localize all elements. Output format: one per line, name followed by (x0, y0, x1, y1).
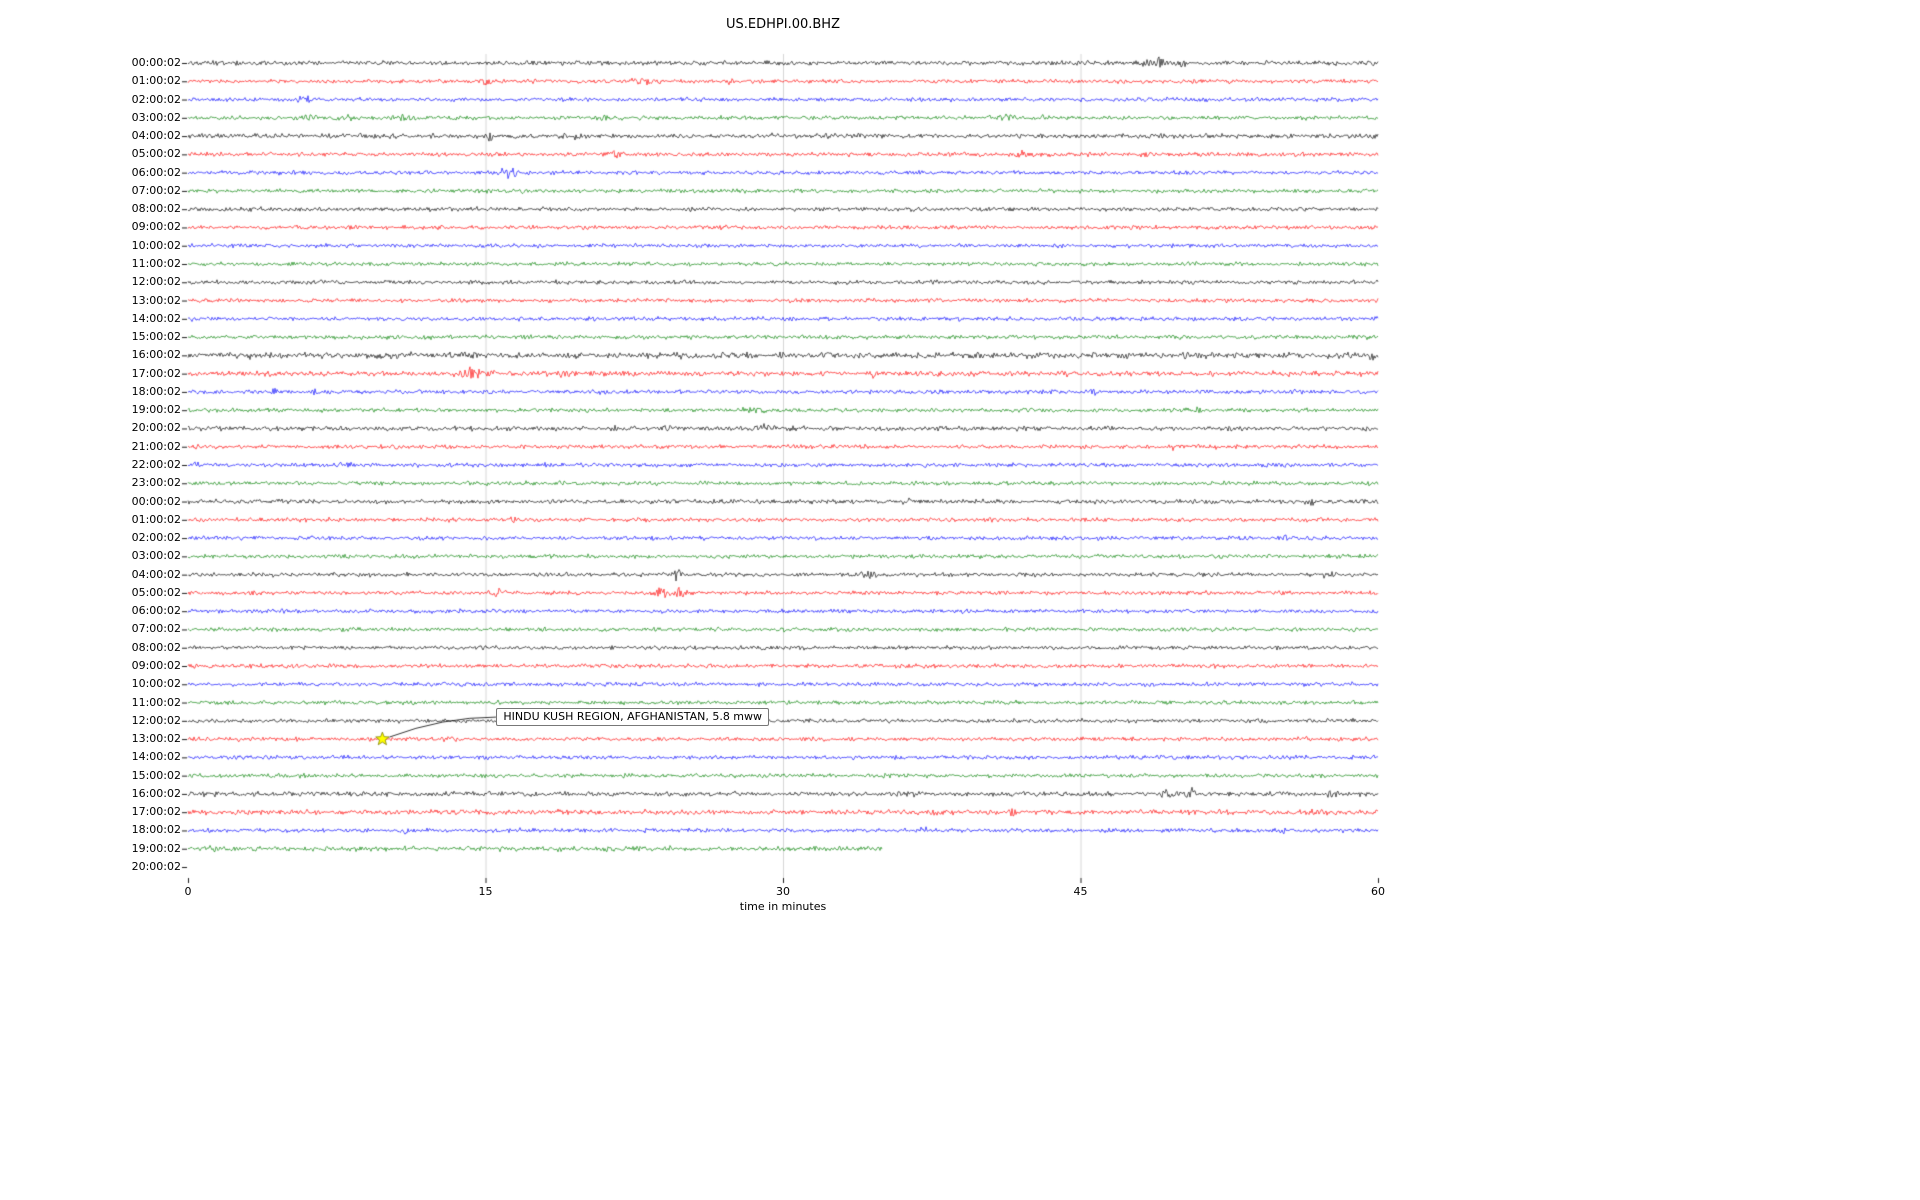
row-label: 02:00:02 (131, 531, 181, 545)
row-label: 09:00:02 (131, 659, 181, 672)
row-label: 13:00:02 (131, 293, 181, 307)
row-label: 21:00:02 (131, 439, 181, 453)
row-label: 16:00:02 (131, 786, 181, 800)
row-label: 11:00:02 (131, 257, 181, 270)
row-label: 07:00:02 (131, 183, 181, 197)
row-label: 03:00:02 (131, 110, 181, 124)
x-tick-label: 15 (478, 885, 493, 898)
row-label: 09:00:02 (131, 220, 181, 234)
row-label: 14:00:02 (131, 311, 181, 325)
x-tick-label: 0 (184, 885, 192, 898)
row-label: 17:00:02 (131, 366, 181, 380)
row-label: 23:00:02 (131, 476, 181, 490)
row-label: 05:00:02 (131, 147, 181, 161)
row-label: 22:00:02 (131, 458, 181, 471)
row-label: 10:00:02 (131, 677, 181, 691)
event-annotation: HINDU KUSH REGION, AFGHANISTAN, 5.8 mww (496, 708, 770, 727)
row-label: 02:00:02 (131, 92, 181, 106)
row-label: 15:00:02 (131, 768, 181, 782)
row-label: 03:00:02 (131, 549, 181, 563)
row-label: 05:00:02 (131, 585, 181, 599)
x-tick-label: 45 (1073, 885, 1088, 898)
row-label: 11:00:02 (131, 695, 181, 709)
row-label: 19:00:02 (131, 403, 181, 417)
row-label: 20:00:02 (131, 860, 181, 873)
row-label: 01:00:02 (131, 74, 181, 88)
row-label: 12:00:02 (131, 275, 181, 289)
row-label: 04:00:02 (131, 129, 181, 143)
row-label: 17:00:02 (131, 805, 181, 819)
row-label: 08:00:02 (131, 202, 181, 216)
row-label: 01:00:02 (131, 512, 181, 526)
row-label: 00:00:02 (131, 494, 181, 508)
row-label: 12:00:02 (131, 713, 181, 727)
row-label: 07:00:02 (131, 622, 181, 636)
x-tick-label: 60 (1371, 885, 1385, 898)
row-label: 10:00:02 (131, 238, 181, 252)
row-label: 13:00:02 (131, 732, 181, 746)
row-label: 00:00:02 (131, 56, 181, 69)
row-label: 16:00:02 (131, 348, 181, 362)
row-label: 20:00:02 (131, 421, 181, 435)
row-label: 08:00:02 (131, 640, 181, 654)
row-label: 18:00:02 (131, 823, 181, 837)
row-label: 04:00:02 (131, 567, 181, 581)
plot-title: US.EDHPI.00.BHZ (726, 17, 840, 32)
x-axis-label: time in minutes (739, 900, 827, 913)
x-tick-label: 30 (776, 885, 790, 898)
row-label: 06:00:02 (131, 165, 181, 179)
row-label: 18:00:02 (131, 384, 181, 398)
row-label: 06:00:02 (131, 604, 181, 618)
row-label: 15:00:02 (131, 330, 181, 344)
row-label: 14:00:02 (131, 750, 181, 764)
row-label: 19:00:02 (131, 841, 181, 855)
